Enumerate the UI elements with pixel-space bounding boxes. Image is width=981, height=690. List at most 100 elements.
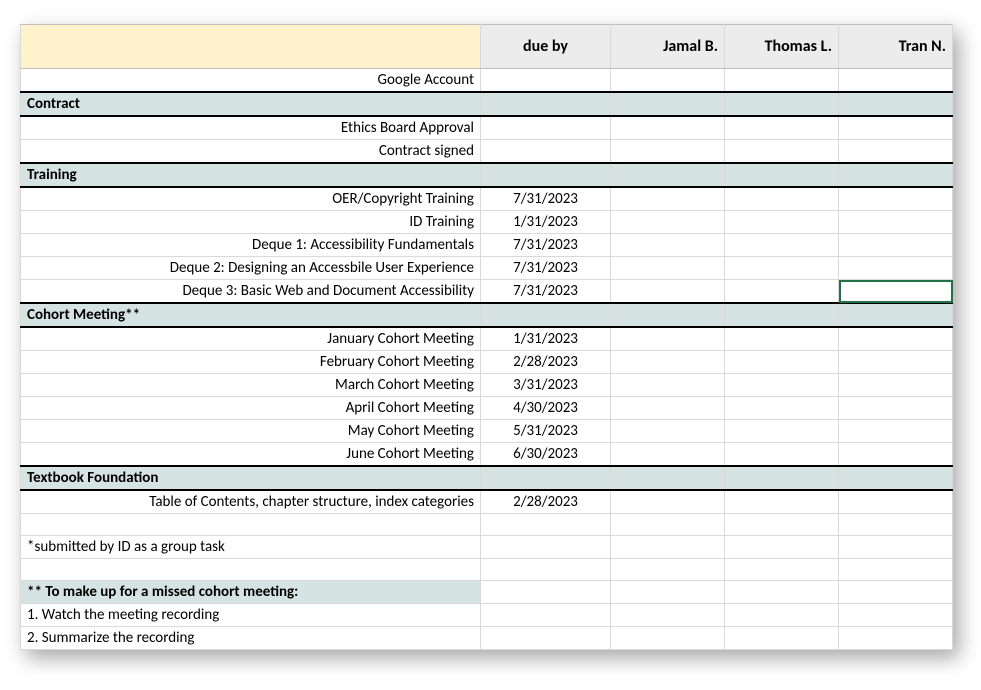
- status-cell[interactable]: [839, 280, 953, 304]
- section-status-cell[interactable]: [839, 303, 953, 327]
- status-cell[interactable]: [839, 187, 953, 211]
- section-status-cell[interactable]: [725, 163, 839, 187]
- due-date-cell[interactable]: 1/31/2023: [481, 327, 611, 351]
- task-name-cell[interactable]: Google Account: [21, 69, 481, 93]
- task-table[interactable]: due byJamal B.Thomas L.Tran N.Google Acc…: [20, 24, 953, 650]
- due-date-cell[interactable]: 7/31/2023: [481, 234, 611, 257]
- footnote-step-cell[interactable]: 2. Summarize the recording: [21, 627, 481, 650]
- status-cell[interactable]: [839, 374, 953, 397]
- status-cell[interactable]: [725, 69, 839, 93]
- section-status-cell[interactable]: [611, 92, 725, 116]
- status-cell[interactable]: [725, 140, 839, 164]
- due-date-cell[interactable]: 5/31/2023: [481, 420, 611, 443]
- section-status-cell[interactable]: [839, 92, 953, 116]
- blank-cell[interactable]: [21, 514, 481, 536]
- status-cell[interactable]: [725, 187, 839, 211]
- section-status-cell[interactable]: [611, 466, 725, 490]
- section-due-cell[interactable]: [481, 163, 611, 187]
- status-cell[interactable]: [611, 69, 725, 93]
- blank-cell[interactable]: [481, 514, 611, 536]
- task-name-cell[interactable]: Deque 1: Accessibility Fundamentals: [21, 234, 481, 257]
- task-name-cell[interactable]: January Cohort Meeting: [21, 327, 481, 351]
- status-cell[interactable]: [611, 327, 725, 351]
- status-cell[interactable]: [725, 116, 839, 140]
- status-cell[interactable]: [611, 140, 725, 164]
- status-cell[interactable]: [611, 420, 725, 443]
- due-date-cell[interactable]: 7/31/2023: [481, 280, 611, 304]
- status-cell[interactable]: [725, 374, 839, 397]
- status-cell[interactable]: [839, 140, 953, 164]
- due-date-cell[interactable]: 7/31/2023: [481, 187, 611, 211]
- due-date-cell[interactable]: 4/30/2023: [481, 397, 611, 420]
- status-cell[interactable]: [611, 443, 725, 467]
- status-cell[interactable]: [839, 397, 953, 420]
- status-cell[interactable]: [839, 443, 953, 467]
- section-title-cell[interactable]: Training: [21, 163, 481, 187]
- due-date-cell[interactable]: 6/30/2023: [481, 443, 611, 467]
- status-cell[interactable]: [611, 257, 725, 280]
- section-due-cell[interactable]: [481, 92, 611, 116]
- task-name-cell[interactable]: June Cohort Meeting: [21, 443, 481, 467]
- blank-cell[interactable]: [725, 514, 839, 536]
- section-title-cell[interactable]: Cohort Meeting**: [21, 303, 481, 327]
- person-column-header[interactable]: Tran N.: [839, 25, 953, 69]
- footnote-cell[interactable]: *submitted by ID as a group task: [21, 536, 481, 559]
- status-cell[interactable]: [611, 351, 725, 374]
- task-name-cell[interactable]: Table of Contents, chapter structure, in…: [21, 490, 481, 514]
- status-cell[interactable]: [725, 490, 839, 514]
- task-name-cell[interactable]: February Cohort Meeting: [21, 351, 481, 374]
- status-cell[interactable]: [725, 257, 839, 280]
- status-cell[interactable]: [839, 327, 953, 351]
- section-due-cell[interactable]: [481, 466, 611, 490]
- status-cell[interactable]: [839, 490, 953, 514]
- status-cell[interactable]: [839, 69, 953, 93]
- task-name-cell[interactable]: March Cohort Meeting: [21, 374, 481, 397]
- status-cell[interactable]: [839, 234, 953, 257]
- task-name-cell[interactable]: Ethics Board Approval: [21, 116, 481, 140]
- status-cell[interactable]: [725, 420, 839, 443]
- status-cell[interactable]: [725, 443, 839, 467]
- section-title-cell[interactable]: Contract: [21, 92, 481, 116]
- status-cell[interactable]: [725, 234, 839, 257]
- status-cell[interactable]: [839, 116, 953, 140]
- status-cell[interactable]: [725, 211, 839, 234]
- due-date-cell[interactable]: 3/31/2023: [481, 374, 611, 397]
- due-date-cell[interactable]: 1/31/2023: [481, 211, 611, 234]
- task-column-header[interactable]: [21, 25, 481, 69]
- person-column-header[interactable]: Jamal B.: [611, 25, 725, 69]
- task-name-cell[interactable]: OER/Copyright Training: [21, 187, 481, 211]
- status-cell[interactable]: [611, 490, 725, 514]
- section-status-cell[interactable]: [839, 163, 953, 187]
- status-cell[interactable]: [839, 420, 953, 443]
- due-date-cell[interactable]: 2/28/2023: [481, 490, 611, 514]
- due-date-cell[interactable]: [481, 69, 611, 93]
- due-date-cell[interactable]: [481, 116, 611, 140]
- task-name-cell[interactable]: Deque 2: Designing an Accessbile User Ex…: [21, 257, 481, 280]
- status-cell[interactable]: [611, 187, 725, 211]
- section-status-cell[interactable]: [725, 303, 839, 327]
- due-date-cell[interactable]: [481, 140, 611, 164]
- status-cell[interactable]: [725, 351, 839, 374]
- status-cell[interactable]: [611, 280, 725, 304]
- blank-cell[interactable]: [611, 514, 725, 536]
- task-name-cell[interactable]: April Cohort Meeting: [21, 397, 481, 420]
- status-cell[interactable]: [611, 374, 725, 397]
- due-date-cell[interactable]: 2/28/2023: [481, 351, 611, 374]
- status-cell[interactable]: [839, 257, 953, 280]
- section-status-cell[interactable]: [611, 303, 725, 327]
- person-column-header[interactable]: Thomas L.: [725, 25, 839, 69]
- status-cell[interactable]: [611, 211, 725, 234]
- status-cell[interactable]: [611, 234, 725, 257]
- status-cell[interactable]: [611, 397, 725, 420]
- task-name-cell[interactable]: May Cohort Meeting: [21, 420, 481, 443]
- footnote-step-cell[interactable]: 1. Watch the meeting recording: [21, 604, 481, 627]
- section-status-cell[interactable]: [611, 163, 725, 187]
- section-due-cell[interactable]: [481, 303, 611, 327]
- task-name-cell[interactable]: ID Training: [21, 211, 481, 234]
- status-cell[interactable]: [611, 116, 725, 140]
- footnote-header-cell[interactable]: ** To make up for a missed cohort meetin…: [21, 581, 481, 604]
- section-status-cell[interactable]: [725, 466, 839, 490]
- section-status-cell[interactable]: [725, 92, 839, 116]
- status-cell[interactable]: [725, 327, 839, 351]
- task-name-cell[interactable]: Deque 3: Basic Web and Document Accessib…: [21, 280, 481, 304]
